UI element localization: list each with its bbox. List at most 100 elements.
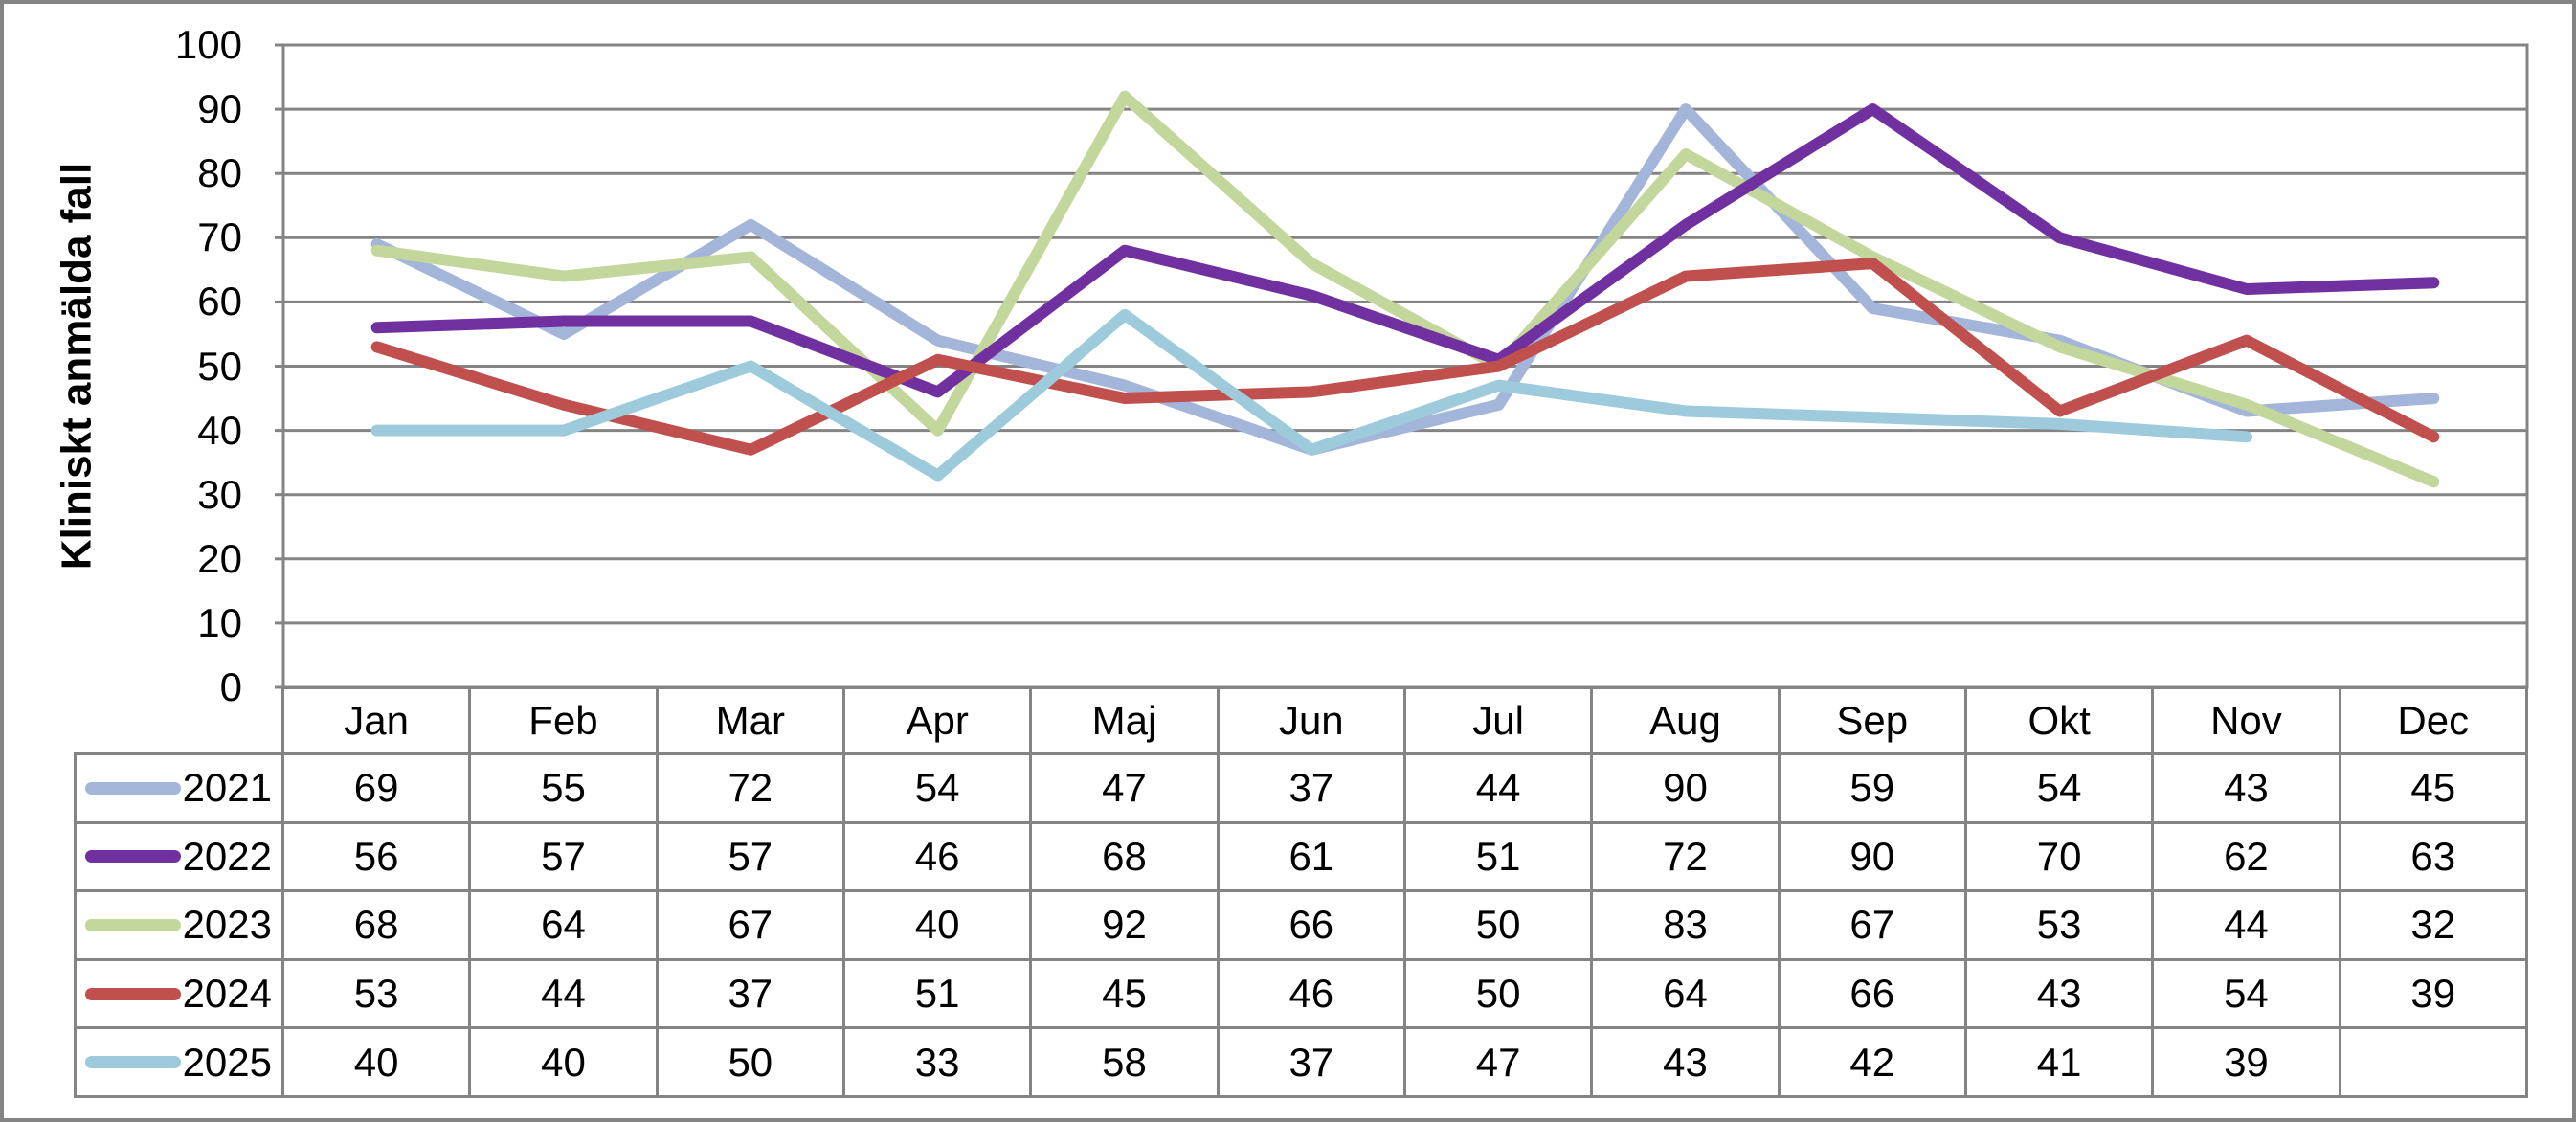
value-cell: 45 (2338, 752, 2528, 824)
y-tick-label-20: 20 (197, 535, 242, 581)
month-header-cell: Jun (1216, 686, 1406, 755)
month-header-cell: Apr (841, 686, 1033, 755)
legend-label: 2022 (182, 833, 272, 879)
legend-swatch-2023 (85, 918, 181, 931)
value-cell: 46 (1216, 957, 1406, 1030)
y-tick-label-50: 50 (197, 343, 242, 389)
y-tick-label-60: 60 (197, 279, 242, 325)
legend-entry: 2021 (78, 765, 280, 811)
month-header-cell: Okt (1963, 686, 2155, 755)
value-cell: 43 (2151, 752, 2341, 824)
value-cell: 90 (1590, 752, 1781, 824)
value-cell: 56 (280, 820, 472, 893)
value-cell: 57 (468, 820, 659, 893)
table-row-2021: 2021 69 55 72 54 47 37 44 90 59 54 43 45 (74, 752, 2528, 824)
series-line-2022 (370, 103, 2440, 398)
legend-cell-2023: 2023 (74, 889, 284, 961)
legend-cell-2024: 2024 (74, 957, 284, 1030)
value-cell: 47 (1402, 1026, 1594, 1098)
month-header-cell: Aug (1590, 686, 1781, 755)
legend-swatch-2022 (85, 850, 181, 864)
value-cell: 61 (1216, 820, 1406, 893)
month-header-cell: Maj (1029, 686, 1220, 755)
value-cell: 83 (1590, 889, 1781, 961)
value-cell: 40 (841, 889, 1033, 961)
value-cell: 54 (2151, 957, 2341, 1030)
value-cell: 51 (841, 957, 1033, 1030)
value-cell: 64 (1590, 957, 1781, 1030)
series-line-2021 (370, 103, 2440, 456)
table-row-2022: 2022 56 57 57 46 68 61 51 72 90 70 62 63 (74, 820, 2528, 893)
value-cell: 68 (1029, 820, 1220, 893)
legend-entry: 2023 (78, 902, 280, 948)
value-cell: 57 (655, 820, 845, 893)
month-header-cell: Mar (655, 686, 845, 755)
table-row-2025: 2025 40 40 50 33 58 37 47 43 42 41 39 (74, 1026, 2528, 1098)
value-cell: 39 (2338, 957, 2528, 1030)
value-cell: 67 (1777, 889, 1967, 961)
value-cell: 43 (1963, 957, 2155, 1030)
value-cell: 42 (1777, 1026, 1967, 1098)
y-tick-label-80: 80 (197, 150, 242, 196)
value-cell: 92 (1029, 889, 1220, 961)
value-cell: 53 (280, 957, 472, 1030)
legend-label: 2024 (182, 971, 272, 1017)
value-cell: 39 (2151, 1026, 2341, 1098)
value-cell: 63 (2338, 820, 2528, 893)
legend-cell-2025: 2025 (74, 1026, 284, 1098)
y-tick-label-70: 70 (197, 214, 242, 260)
value-cell: 44 (1402, 752, 1594, 824)
month-header-cell: Nov (2151, 686, 2341, 755)
value-cell: 45 (1029, 957, 1220, 1030)
value-cell: 55 (468, 752, 659, 824)
legend-entry: 2022 (78, 833, 280, 880)
value-cell: 37 (655, 957, 845, 1030)
legend-swatch-2021 (85, 781, 181, 795)
value-cell: 72 (655, 752, 845, 824)
value-cell: 33 (841, 1026, 1033, 1098)
value-cell: 51 (1402, 820, 1594, 893)
value-cell: 70 (1963, 820, 2155, 893)
value-cell: 40 (468, 1026, 659, 1098)
month-header-cell: Feb (468, 686, 659, 755)
y-tick-label-0: 0 (219, 664, 242, 709)
value-cell: 37 (1216, 752, 1406, 824)
series-line-2024 (370, 258, 2440, 456)
y-tick-label-90: 90 (197, 86, 242, 132)
value-cell: 66 (1216, 889, 1406, 961)
legend-label: 2023 (182, 902, 272, 948)
value-cell: 50 (1402, 957, 1594, 1030)
value-cell: 46 (841, 820, 1033, 893)
value-cell: 54 (1963, 752, 2155, 824)
legend-entry: 2025 (78, 1039, 280, 1086)
value-cell: 44 (2151, 889, 2341, 961)
value-cell: 62 (2151, 820, 2341, 893)
value-cell: 66 (1777, 957, 1967, 1030)
month-header-cell: Sep (1777, 686, 1967, 755)
legend-label: 2021 (182, 765, 272, 811)
value-cell: 90 (1777, 820, 1967, 893)
month-header-cell: Jul (1402, 686, 1594, 755)
value-cell: 64 (468, 889, 659, 961)
value-cell: 67 (655, 889, 845, 961)
value-cell: 54 (841, 752, 1033, 824)
month-header-cell: Dec (2338, 686, 2528, 755)
value-cell: 53 (1963, 889, 2155, 961)
y-tick-label-40: 40 (197, 407, 242, 453)
value-cell: 72 (1590, 820, 1781, 893)
table-row-2024: 2024 53 44 37 51 45 46 50 64 66 43 54 39 (74, 957, 2528, 1030)
legend-cell-2021: 2021 (74, 752, 284, 824)
legend-entry: 2024 (78, 971, 280, 1017)
value-cell: 50 (1402, 889, 1594, 961)
series-line-2025 (370, 308, 2252, 482)
legend-swatch-2025 (85, 1056, 181, 1069)
value-cell: 58 (1029, 1026, 1220, 1098)
value-cell (2338, 1026, 2528, 1098)
legend-label: 2025 (182, 1039, 272, 1085)
value-cell: 40 (280, 1026, 472, 1098)
table-corner-cell (76, 688, 283, 754)
y-tick-label-100: 100 (174, 22, 242, 67)
value-cell: 41 (1963, 1026, 2155, 1098)
